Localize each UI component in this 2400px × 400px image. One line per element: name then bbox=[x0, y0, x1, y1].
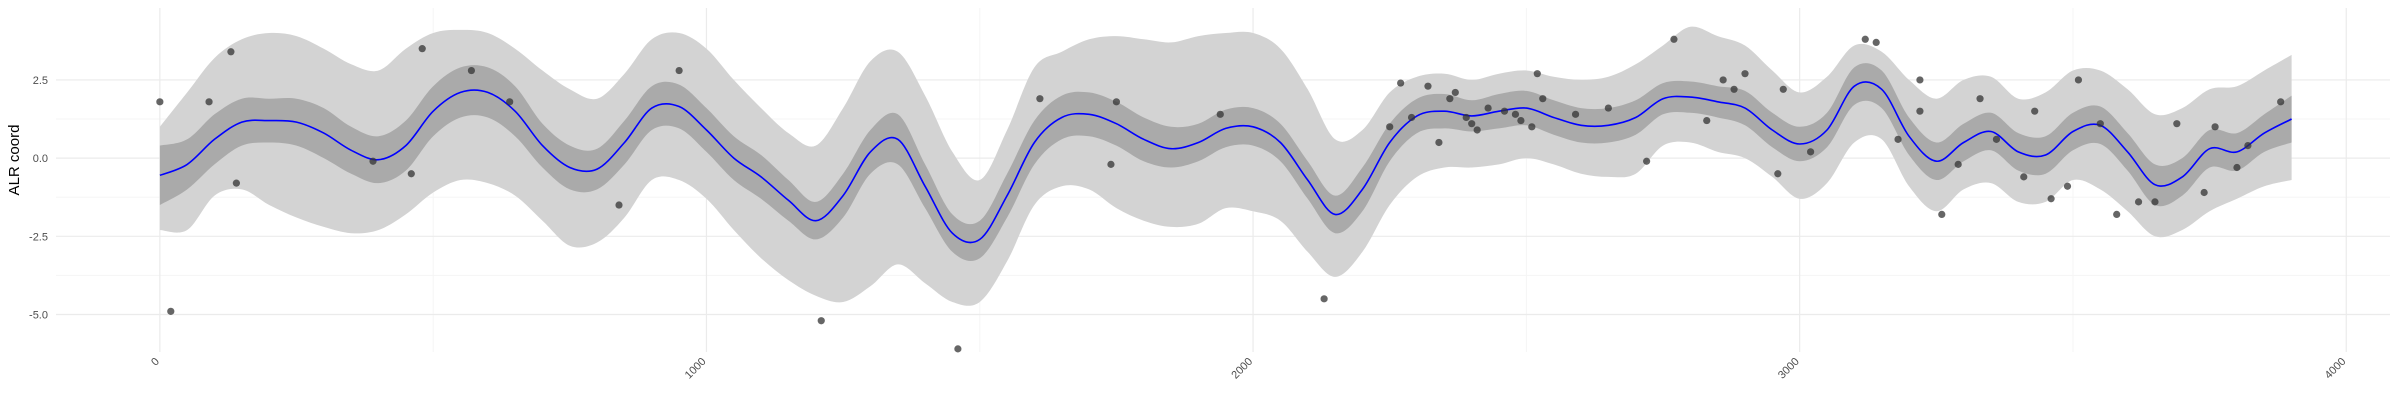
observation-point bbox=[1992, 135, 2001, 143]
y-axis-title: ALR coord bbox=[6, 125, 23, 196]
y-tick-label: -5.0 bbox=[29, 309, 48, 321]
y-tick-label: 0.0 bbox=[33, 153, 48, 165]
observation-point bbox=[1872, 38, 1880, 47]
observation-point bbox=[1779, 85, 1787, 93]
observation-point bbox=[1539, 95, 1547, 103]
observation-point bbox=[1806, 148, 1815, 156]
observation-point bbox=[1604, 104, 1612, 112]
observation-point bbox=[205, 98, 213, 106]
observation-point bbox=[1036, 95, 1044, 103]
observation-point bbox=[675, 66, 683, 75]
y-tick-label: 2.5 bbox=[33, 75, 48, 87]
observation-point bbox=[156, 98, 164, 106]
observation-point bbox=[954, 345, 962, 353]
observation-point bbox=[1730, 85, 1738, 93]
observation-point bbox=[232, 179, 240, 187]
observation-point bbox=[1484, 104, 1492, 112]
observation-point bbox=[1976, 95, 1984, 103]
observation-point bbox=[1473, 126, 1481, 134]
observation-point bbox=[1451, 88, 1459, 97]
inner-band bbox=[159, 63, 2292, 261]
observation-point bbox=[2047, 195, 2055, 203]
observation-point bbox=[1500, 107, 1509, 115]
observation-point bbox=[2173, 120, 2181, 128]
mean-line-group bbox=[159, 81, 2292, 244]
observation-point bbox=[1670, 35, 1678, 43]
observation-point bbox=[1435, 138, 1443, 147]
observation-point bbox=[2151, 198, 2159, 206]
observation-point bbox=[1916, 107, 1924, 115]
observation-point bbox=[2031, 107, 2039, 115]
observation-point bbox=[2244, 142, 2252, 150]
observation-point bbox=[2277, 98, 2285, 106]
observation-point bbox=[1112, 98, 1121, 106]
observation-point bbox=[2211, 123, 2219, 131]
observation-point bbox=[1719, 76, 1727, 84]
observation-point bbox=[2134, 198, 2143, 206]
observation-point bbox=[1916, 76, 1924, 84]
observation-point bbox=[817, 317, 825, 325]
observation-point bbox=[1954, 160, 1962, 168]
observation-point bbox=[1468, 120, 1476, 128]
observation-point bbox=[1894, 135, 1902, 143]
observation-point bbox=[1741, 70, 1749, 78]
observation-point bbox=[1938, 210, 1946, 218]
observation-point bbox=[1861, 35, 1869, 43]
inner-band-group bbox=[159, 63, 2292, 261]
observation-point bbox=[1703, 116, 1711, 125]
observation-point bbox=[418, 45, 426, 53]
observation-point bbox=[1397, 79, 1405, 87]
observation-point bbox=[1446, 95, 1454, 103]
y-axis-tick-labels: -5.0 -2.5 0.0 2.5 bbox=[29, 75, 48, 322]
mean-line bbox=[159, 81, 2292, 244]
observation-point bbox=[1533, 70, 1541, 78]
observation-point bbox=[1216, 110, 1224, 118]
observation-point bbox=[1571, 110, 1580, 118]
observation-point bbox=[615, 201, 623, 209]
observation-point bbox=[1386, 123, 1394, 131]
observation-point bbox=[506, 98, 514, 106]
observation-point bbox=[407, 170, 415, 178]
observation-point bbox=[1511, 110, 1520, 118]
observation-point bbox=[1320, 295, 1328, 303]
observation-point bbox=[1643, 157, 1651, 165]
observation-point bbox=[1424, 82, 1432, 90]
observation-point bbox=[2020, 173, 2028, 181]
observation-point bbox=[1407, 113, 1416, 122]
observation-point bbox=[167, 307, 175, 315]
observation-point bbox=[467, 66, 476, 75]
observation-point bbox=[2113, 210, 2121, 218]
observation-point bbox=[1774, 170, 1782, 178]
observation-point bbox=[2200, 188, 2208, 197]
observation-point bbox=[369, 157, 377, 165]
observation-points bbox=[156, 35, 2285, 353]
observation-point bbox=[227, 48, 235, 56]
observation-point bbox=[2233, 163, 2241, 172]
observation-point bbox=[1462, 113, 1470, 122]
y-tick-label: -2.5 bbox=[29, 231, 48, 243]
observation-point bbox=[2096, 120, 2104, 128]
observation-point bbox=[2063, 182, 2072, 190]
observation-point bbox=[1528, 123, 1536, 131]
observation-point bbox=[1107, 160, 1115, 168]
observation-point bbox=[2074, 76, 2083, 84]
observation-point bbox=[1517, 116, 1525, 125]
